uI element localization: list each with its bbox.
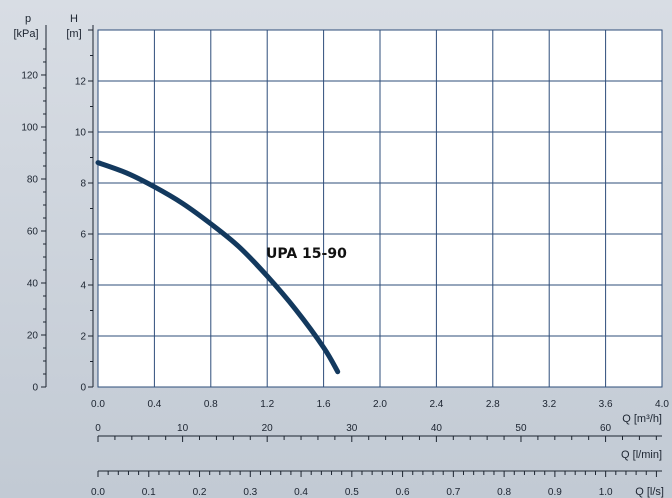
x-tick-label-m3h: 0.8 [204, 399, 218, 410]
x-tick-label-m3h: 1.6 [317, 399, 331, 410]
lmin-tick-label: 10 [177, 423, 189, 434]
plot-border [97, 29, 663, 388]
x-tick-label-m3h: 2.4 [429, 399, 443, 410]
ls-tick-label: 0.0 [91, 487, 105, 498]
series-label-upa-15-90: UPA 15-90 [266, 246, 347, 262]
ls-tick-label: 0.6 [396, 487, 410, 498]
lmin-tick-label: 20 [262, 423, 274, 434]
lmin-tick-label: 0 [95, 423, 101, 434]
pressure-tick-label: 80 [27, 174, 39, 185]
pressure-tick-label: 100 [21, 122, 38, 133]
head-tick-label: 12 [75, 77, 87, 88]
head-tick-label: 6 [80, 230, 86, 241]
axes: 0.0 0.4 0.8 1.2 1.6 2.0 2.4 2.8 3.2 3.6 4.0 0 2 4 6 8 10… [21, 25, 669, 498]
pressure-axis-unit: [kPa] [13, 28, 38, 40]
x-tick-label-m3h: 3.2 [542, 399, 556, 410]
x-tick-label-m3h: 0.0 [91, 399, 105, 410]
ls-tick-label: 1.0 [599, 487, 613, 498]
lmin-tick-label: 40 [431, 423, 443, 434]
ls-tick-label: 0.8 [497, 487, 511, 498]
x-axis-label-ls: Q [l/s] [635, 486, 664, 498]
pressure-tick-label: 0 [32, 383, 38, 394]
x-tick-label-m3h: 2.0 [373, 399, 387, 410]
x-tick-label-m3h: 4.0 [655, 399, 669, 410]
lmin-tick-label: 50 [515, 423, 527, 434]
head-tick-label: 0 [80, 383, 86, 394]
head-tick-label: 10 [75, 128, 87, 139]
x-axis-label-lmin: Q [l/min] [621, 449, 662, 461]
grid [97, 29, 663, 388]
x-axis-label-m3h: Q [m³/h] [622, 413, 662, 425]
head-axis-symbol: H [70, 13, 78, 25]
ls-tick-label: 0.9 [548, 487, 562, 498]
pressure-tick-label: 20 [27, 330, 39, 341]
pressure-tick-label: 120 [21, 70, 38, 81]
x-tick-label-m3h: 2.8 [486, 399, 500, 410]
pressure-tick-label: 60 [27, 226, 39, 237]
lmin-tick-label: 60 [600, 423, 612, 434]
ls-tick-label: 0.5 [345, 487, 359, 498]
pressure-axis-symbol: p [25, 13, 31, 25]
head-axis-unit: [m] [66, 28, 81, 40]
ls-tick-label: 0.7 [446, 487, 460, 498]
ls-tick-label: 0.1 [142, 487, 156, 498]
ls-tick-label: 0.2 [193, 487, 207, 498]
x-tick-label-m3h: 0.4 [147, 399, 161, 410]
ls-tick-label: 0.3 [243, 487, 257, 498]
head-tick-label: 8 [80, 179, 86, 190]
x-tick-label-m3h: 1.2 [260, 399, 274, 410]
pressure-tick-label: 40 [27, 278, 39, 289]
series-line-upa-15-90 [95, 160, 341, 375]
x-tick-label-m3h: 3.6 [599, 399, 613, 410]
ls-tick-label: 0.4 [294, 487, 308, 498]
head-tick-label: 2 [80, 332, 86, 343]
lmin-tick-label: 30 [346, 423, 358, 434]
head-tick-label: 4 [80, 281, 86, 292]
